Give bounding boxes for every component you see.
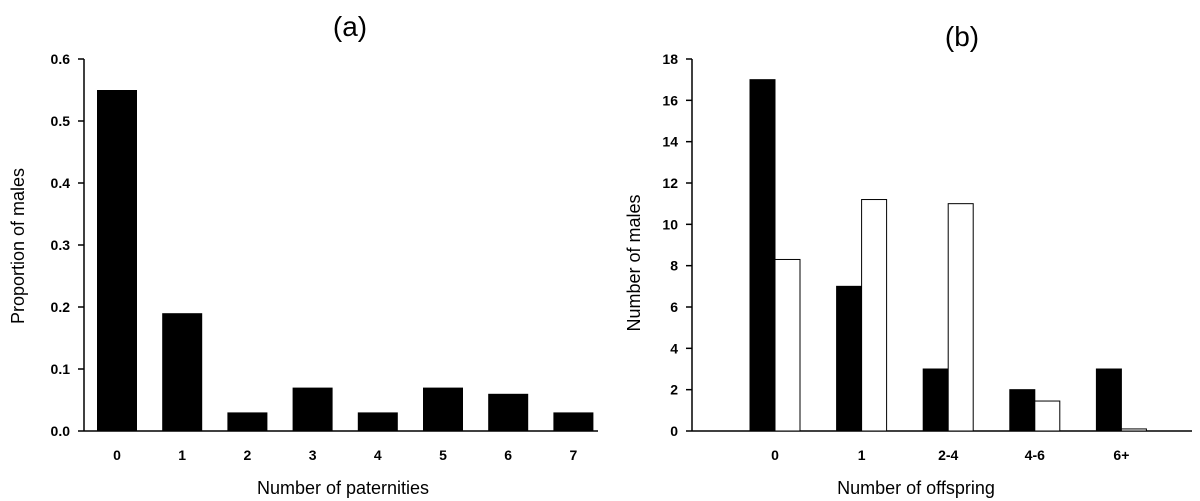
panel-b-x-tick-label: 6+ — [1113, 447, 1129, 463]
panel-b-y-tick-label: 14 — [662, 134, 678, 150]
panel-b-x-tick-label: 0 — [771, 447, 779, 463]
panel-a-xlabel: Number of paternities — [257, 478, 429, 498]
panel-a-title: (a) — [333, 11, 367, 42]
panel-a-ylabel: Proportion of males — [8, 168, 28, 324]
panel-a-y-tick-label: 0.3 — [51, 237, 71, 253]
panel-b-bar-filled — [1095, 368, 1122, 432]
panel-b-plot-area: 0 2 4 6 8 10 12 14 16 18 0 1 2-4 4-6 6+ — [662, 51, 1192, 463]
panel-b-y-tick-label: 6 — [670, 299, 678, 315]
panel-a-bar — [97, 90, 137, 431]
panel-a-bar — [162, 313, 203, 431]
panel-a-chart: (a) 0.0 0.1 0.2 0.3 0.4 0.5 0.6 0 1 2 3 4 5 6 7 Number… — [8, 11, 598, 498]
panel-a-x-tick-label: 5 — [439, 447, 447, 463]
panel-b-y-tick-label: 8 — [670, 258, 678, 274]
panel-b-y-tick-label: 18 — [662, 51, 678, 67]
panel-a-x-tick-label: 6 — [504, 447, 512, 463]
panel-b-x-tick-label: 2-4 — [938, 447, 958, 463]
panel-a-bar — [423, 387, 463, 431]
panel-a-x-tick-label: 2 — [244, 447, 252, 463]
panel-a-y-tick-label: 0.0 — [51, 423, 71, 439]
panel-a-x-tick-label: 4 — [374, 447, 382, 463]
panel-b-bar-open — [861, 199, 888, 432]
panel-a-bar — [553, 412, 594, 431]
panel-b-bar-filled — [836, 285, 863, 432]
panel-a-y-tick-label: 0.6 — [51, 51, 71, 67]
panel-b-bar-open — [947, 203, 974, 432]
panel-a-x-tick-label: 0 — [113, 447, 121, 463]
panel-a-bar — [488, 393, 529, 431]
panel-b-xlabel: Number of offspring — [837, 478, 995, 498]
panel-a-plot-area: 0.0 0.1 0.2 0.3 0.4 0.5 0.6 0 1 2 3 4 5 6 7 — [51, 51, 598, 463]
panel-a-y-tick-label: 0.1 — [51, 361, 71, 377]
panel-b-bar-filled — [922, 368, 949, 432]
panel-b-y-tick-label: 4 — [670, 340, 678, 356]
panel-b-y-tick-label: 2 — [670, 382, 678, 398]
panel-a-y-tick-label: 0.4 — [51, 175, 71, 191]
panel-a-x-tick-label: 3 — [309, 447, 317, 463]
panel-a-bar — [227, 412, 268, 431]
panel-b-bar-open — [1034, 400, 1061, 432]
panel-b-bar-open — [1120, 428, 1147, 432]
panel-a-y-tick-label: 0.2 — [51, 299, 71, 315]
panel-b-y-tick-label: 0 — [670, 423, 678, 439]
panel-b-y-tick-label: 10 — [662, 216, 678, 232]
panel-b-y-tick-label: 16 — [662, 92, 678, 108]
panel-b-bar-filled — [1009, 389, 1036, 432]
panel-a-bar — [292, 387, 333, 431]
panel-a-y-tick-label: 0.5 — [51, 113, 71, 129]
panel-b-ylabel: Number of males — [624, 194, 644, 331]
panel-a-x-tick-label: 7 — [570, 447, 578, 463]
panel-b-x-tick-label: 4-6 — [1025, 447, 1045, 463]
panel-b-y-tick-label: 12 — [662, 175, 678, 191]
panel-a-bar — [357, 412, 398, 431]
panel-b-bar-filled — [749, 79, 776, 432]
panel-b-chart: (b) 0 2 4 6 8 10 12 14 16 18 0 1 2-4 4-6 6+ Number of … — [624, 21, 1192, 498]
panel-a-x-tick-label: 1 — [178, 447, 186, 463]
panel-b-x-tick-label: 1 — [858, 447, 866, 463]
panel-b-bar-open — [774, 258, 801, 432]
panel-b-title: (b) — [945, 21, 979, 52]
